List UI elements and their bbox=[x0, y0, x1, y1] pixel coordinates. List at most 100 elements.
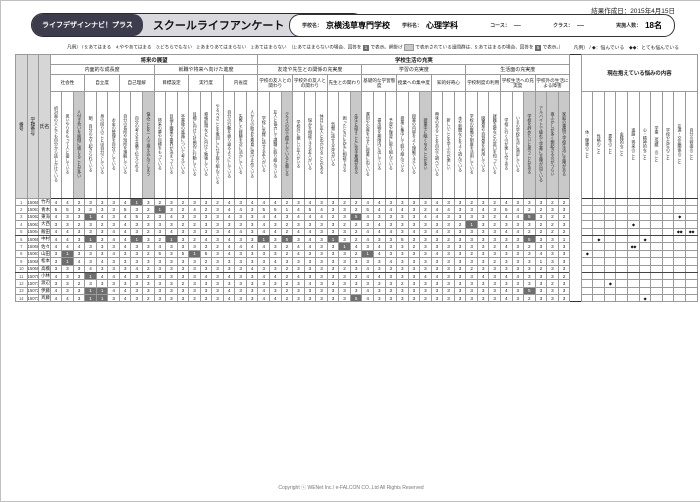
worry-cell bbox=[673, 234, 686, 244]
answer-cell: 3 bbox=[407, 279, 421, 288]
answer-cell: 4 bbox=[361, 286, 374, 296]
answer-cell: 4 bbox=[361, 197, 374, 207]
answer-cell: 2 bbox=[396, 279, 409, 288]
answer-cell: 3 bbox=[396, 271, 409, 281]
worry-cell bbox=[615, 205, 628, 214]
answer-cell: 3 bbox=[303, 264, 317, 273]
answer-cell: 3 bbox=[165, 279, 178, 288]
count-label: 実施人数： bbox=[616, 23, 642, 29]
answer-cell: 5 bbox=[523, 286, 536, 296]
worry-cell bbox=[615, 249, 628, 259]
question-header: 思いやりをもって人と接している bbox=[61, 91, 74, 199]
answer-cell: 4 bbox=[303, 242, 317, 251]
answer-cell: 4 bbox=[534, 249, 548, 259]
answer-cell: 4 bbox=[118, 234, 132, 244]
answer-cell: 3 bbox=[499, 264, 513, 273]
answer-cell: 3 bbox=[72, 212, 86, 222]
answer-cell: 2 bbox=[488, 212, 501, 222]
answer-cell: 1 bbox=[465, 220, 478, 229]
worry-header: 学校や先生のこと bbox=[661, 91, 675, 199]
answer-cell: 4 bbox=[118, 271, 132, 281]
question-header: 目指す職業や業界が決まっている bbox=[165, 91, 178, 199]
answer-cell: 4 bbox=[118, 286, 132, 296]
answer-cell: 3 bbox=[234, 271, 247, 281]
answer-cell: 4 bbox=[303, 212, 317, 222]
answer-cell: 3 bbox=[107, 264, 120, 273]
answer-cell: 3 bbox=[84, 257, 97, 266]
answer-cell: 3 bbox=[442, 279, 455, 288]
answer-cell: 2 bbox=[142, 271, 155, 281]
answer-cell: 1 bbox=[165, 234, 178, 244]
answer-cell: 3 bbox=[476, 227, 490, 236]
answer-cell: 3 bbox=[153, 212, 167, 222]
answer-cell: 2 bbox=[534, 205, 548, 214]
answer-cell: 3 bbox=[165, 264, 178, 273]
answer-cell: 3 bbox=[338, 227, 351, 236]
worry-cell bbox=[661, 294, 675, 303]
answer-cell: 4 bbox=[107, 271, 120, 281]
col-category: 知的好奇心 bbox=[430, 74, 467, 92]
worry-cell bbox=[615, 234, 628, 244]
answer-cell: 4 bbox=[107, 234, 120, 244]
student-id: 150734 bbox=[26, 294, 40, 303]
answer-cell: 1 bbox=[84, 212, 97, 222]
answer-cell: 4 bbox=[511, 227, 525, 236]
answer-cell: 4 bbox=[118, 227, 132, 236]
answer-cell: 3 bbox=[557, 220, 571, 229]
col-category: 実行度 bbox=[188, 74, 224, 92]
answer-cell: 4 bbox=[222, 286, 236, 296]
worry-cell bbox=[650, 242, 663, 251]
answer-cell: 3 bbox=[396, 294, 409, 303]
answer-cell: 3 bbox=[130, 205, 143, 214]
worry-cell bbox=[673, 286, 686, 296]
answer-cell: 5 bbox=[269, 205, 282, 214]
answer-cell: 3 bbox=[476, 249, 490, 259]
answer-cell: 2 bbox=[142, 264, 155, 273]
answer-cell: 3 bbox=[315, 271, 328, 281]
answer-cell: 3 bbox=[245, 286, 259, 296]
worry-cell bbox=[650, 227, 663, 236]
school-name-label: 学校名： bbox=[302, 23, 323, 29]
col-group: 生活面の充実度 bbox=[465, 64, 571, 75]
answer-cell: 3 bbox=[442, 242, 455, 251]
worry-cell bbox=[580, 227, 594, 236]
header-groups: 内面的な成長度 就職や将来へ向けた進度 友達や先生との関係の充実度 学習の充実度 生活面… bbox=[16, 64, 698, 75]
answer-cell: 4 bbox=[222, 242, 236, 251]
answer-cell: 4 bbox=[269, 257, 282, 266]
answer-cell: 4 bbox=[372, 197, 386, 207]
worry-cell bbox=[650, 220, 663, 229]
student-name: 飯田 桃子 bbox=[38, 227, 51, 236]
answer-cell: 3 bbox=[453, 234, 467, 244]
worry-cell: ◆ bbox=[580, 249, 594, 259]
worry-cell bbox=[615, 220, 628, 229]
answer-cell: 4 bbox=[107, 249, 120, 259]
answer-cell: 4 bbox=[499, 197, 513, 207]
answer-cell: 2 bbox=[338, 197, 351, 207]
answer-cell: 3 bbox=[292, 264, 305, 273]
answer-cell: 3 bbox=[245, 257, 259, 266]
student-name: 山田 太郎 bbox=[38, 249, 51, 259]
answer-cell: 3 bbox=[234, 286, 247, 296]
student-id: 150703 bbox=[26, 271, 40, 281]
answer-cell: 3 bbox=[338, 286, 351, 296]
answer-cell: 1 bbox=[188, 249, 201, 259]
answer-cell: 3 bbox=[384, 197, 398, 207]
worry-cell bbox=[684, 234, 699, 244]
answer-cell: 3 bbox=[465, 227, 478, 236]
answer-cell: 3 bbox=[407, 271, 421, 281]
answer-cell: 2 bbox=[523, 205, 536, 214]
answer-cell: 3 bbox=[211, 264, 224, 273]
answer-cell: 3 bbox=[557, 249, 571, 259]
answer-cell: 3 bbox=[315, 264, 328, 273]
answer-cell: 4 bbox=[269, 227, 282, 236]
answer-cell: 3 bbox=[315, 294, 328, 303]
question-header: 予習や復習に取り組んでいる bbox=[384, 91, 398, 199]
answer-cell: 3 bbox=[165, 220, 178, 229]
answer-cell: 4 bbox=[372, 205, 386, 214]
student-name: 渡辺 蓮 bbox=[38, 279, 51, 288]
answer-cell: 4 bbox=[222, 227, 236, 236]
answer-cell: 1 bbox=[84, 271, 97, 281]
answer-cell: 3 bbox=[118, 279, 132, 288]
question-header: 自分の行動を振り返るようにしている bbox=[222, 91, 236, 199]
answer-cell: 4 bbox=[419, 271, 432, 281]
